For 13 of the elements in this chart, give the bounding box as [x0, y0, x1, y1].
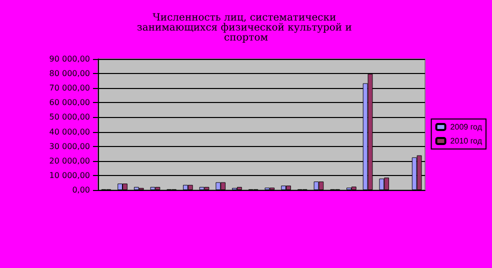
legend-label: 2010 год: [450, 136, 482, 146]
y-tick-label: 50 000,00: [49, 112, 90, 122]
legend-label: 2009 год: [450, 122, 482, 132]
chart-title: Численность лиц, систематически занимающихся физической культурой и спортом: [136, 12, 356, 44]
y-tick-label: 90 000,00: [49, 54, 90, 64]
y-tick-label: 40 000,00: [49, 127, 90, 136]
y-tick-label: 10 000,00: [49, 170, 90, 180]
y-tick-label: 80 000,00: [49, 69, 90, 78]
y-tick-label: 70 000,00: [49, 84, 90, 93]
y-tick-label: 60 000,00: [49, 98, 90, 108]
y-tick-label: 30 000,00: [49, 142, 90, 151]
y-tick-label: 0,00: [72, 186, 90, 194]
y-tick-label: 20 000,00: [49, 156, 90, 166]
